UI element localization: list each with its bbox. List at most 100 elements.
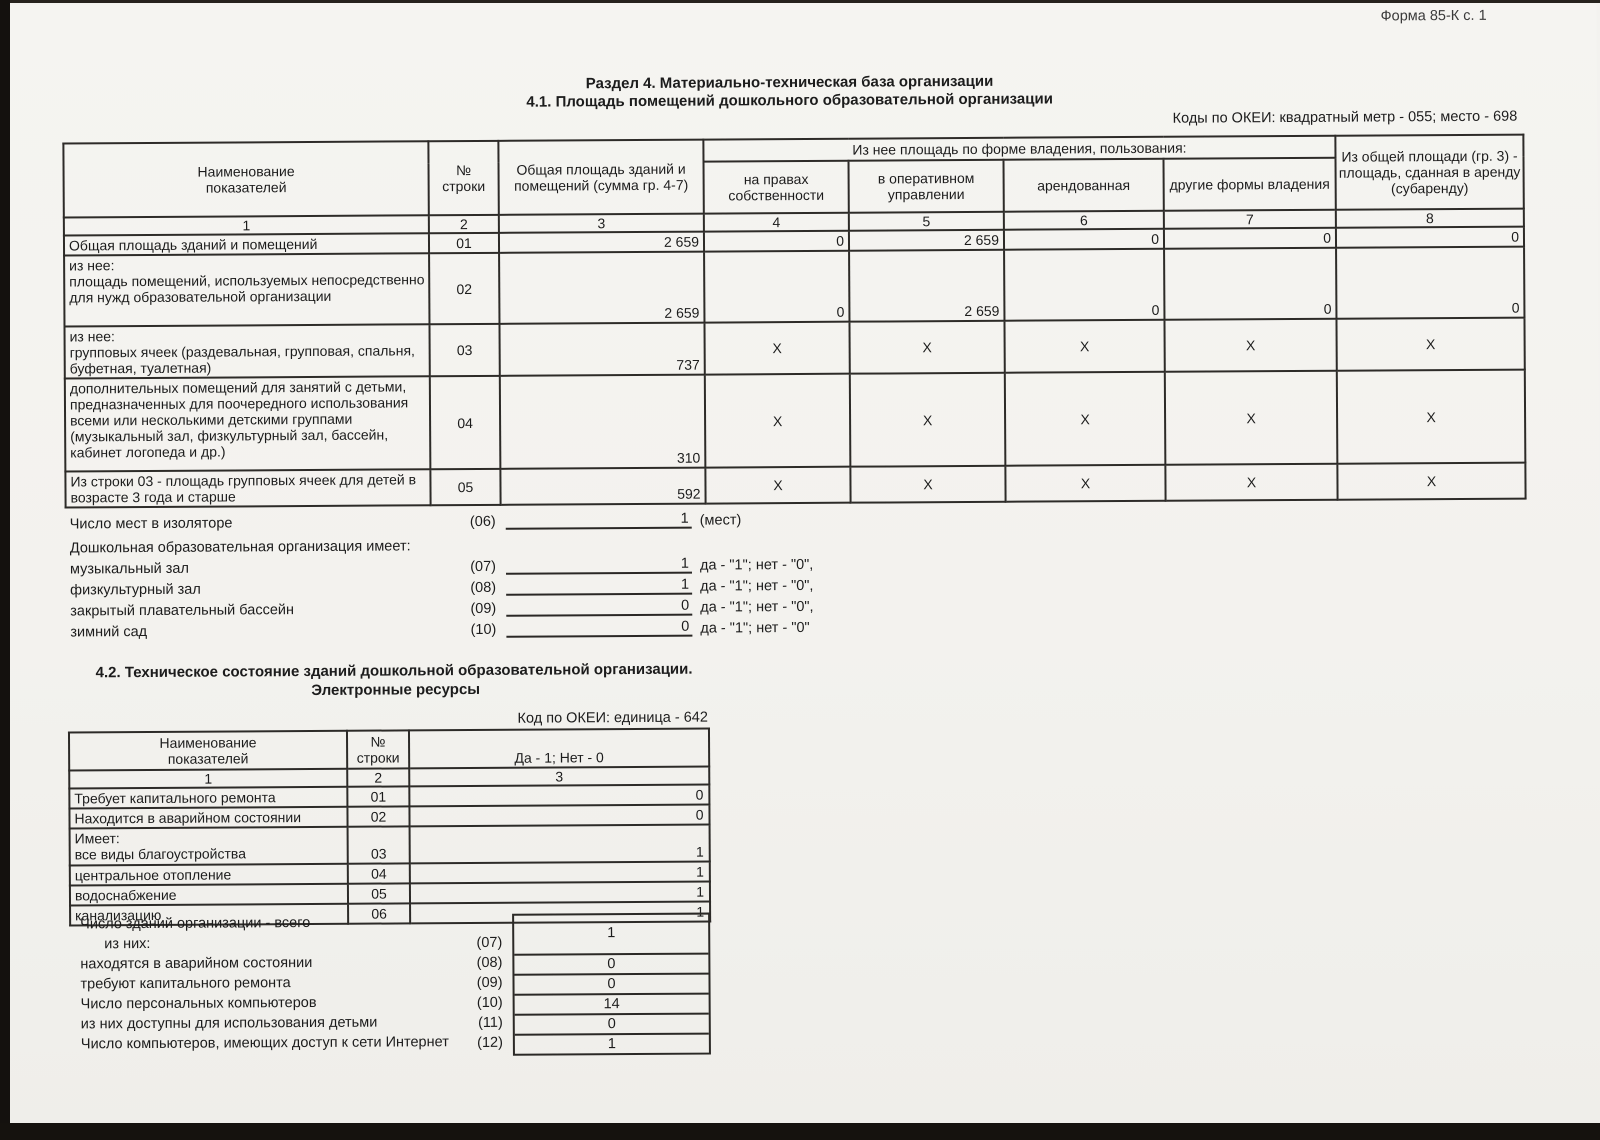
count-value-box: 14	[514, 992, 709, 1014]
cell-value: 0	[409, 784, 710, 807]
count-value-box: 0	[514, 1012, 709, 1034]
line-number: (10)	[470, 621, 497, 639]
col-header-owned: на правах собственности	[703, 160, 849, 214]
row-label: Из строки 03 - площадь групповых ячеек д…	[65, 469, 431, 508]
col-number: 5	[848, 211, 1004, 231]
counts-labels: Число зданий организации - всего из них:…	[80, 912, 511, 1055]
row-line-no: 05	[430, 468, 501, 506]
cell-value: 0	[1335, 226, 1525, 248]
cell-value: 2 659	[498, 231, 705, 253]
line-unit: (мест)	[699, 512, 742, 529]
cell-not-applicable: X	[1164, 370, 1338, 465]
row-label: центральное отопление	[69, 863, 348, 886]
count-row-08: находятся в аварийном состоянии (08)	[80, 952, 510, 975]
col-header-other-forms: другие формы владения	[1163, 157, 1336, 211]
cell-not-applicable: X	[849, 320, 1005, 374]
line-label: физкультурный зал	[70, 581, 201, 599]
count-line-number: (10)	[476, 994, 503, 1011]
line-hint: да - "1"; нет - "0",	[700, 598, 814, 616]
count-line-number: (11)	[477, 1014, 503, 1031]
count-label: находятся в аварийном состоянии	[80, 954, 313, 973]
col-header-name: Наименование показателей	[63, 141, 429, 218]
cell-not-applicable: X	[850, 465, 1006, 503]
line-label: музыкальный зал	[69, 560, 189, 578]
row-label: Имеет: все виды благоустройства	[69, 826, 348, 866]
cell-value: 0	[409, 804, 710, 827]
line-number: (08)	[470, 579, 497, 597]
row-line-no: 02	[429, 252, 500, 325]
count-label: из них доступны для использования детьми	[80, 1014, 378, 1033]
cell-value: 592	[500, 467, 706, 505]
row-label: из нее: групповых ячеек (раздевальная, г…	[64, 324, 430, 379]
col-number: 2	[428, 214, 499, 234]
row-line-no: 04	[347, 863, 410, 884]
col-number: 2	[347, 768, 410, 787]
col-header-line-no: № строки	[346, 730, 410, 769]
count-row-07: Число зданий организации - всего из них:…	[80, 912, 510, 955]
count-line-number: (08)	[476, 954, 503, 971]
row-line-no: 02	[347, 806, 410, 827]
row-label: дополнительных помещений для занятий с д…	[64, 376, 431, 472]
line-label: Дошкольная образовательная организация и…	[69, 538, 411, 557]
section-4-2-title: 4.2. Техническое состояние зданий дошкол…	[95, 660, 693, 682]
line-number: (07)	[470, 558, 497, 576]
row-line-no: 01	[428, 232, 500, 254]
col-header-operative: в оперативном управлении	[848, 159, 1004, 213]
cell-value: 2 659	[849, 249, 1005, 322]
count-row-11: из них доступны для использования детьми…	[81, 1012, 511, 1035]
line-number: (06)	[469, 513, 496, 531]
line-06-isolator-places: Число мест в изоляторе (06) 1 (мест)	[70, 508, 850, 535]
cell-value: 737	[499, 322, 705, 376]
col-number: 6	[1003, 210, 1164, 230]
count-row-10: Число персональных компьютеров (10)	[81, 992, 511, 1015]
line-label: Число мест в изоляторе	[69, 515, 233, 533]
count-row-12: Число компьютеров, имеющих доступ к сети…	[81, 1032, 511, 1055]
counts-value-boxes: 1 0 0 14 0 1	[512, 912, 711, 1056]
row-line-no: 04	[429, 375, 501, 470]
cell-value: 1	[409, 881, 711, 904]
okei-code-line: Код по ОКЕИ: единица - 642	[517, 709, 708, 727]
table-4-1-premises-area: Наименование показателей № строки Общая …	[62, 134, 1526, 509]
cell-value: 1	[409, 861, 710, 884]
col-header-line-no: № строки	[428, 140, 499, 216]
row-label: Находится в аварийном состоянии	[69, 806, 348, 829]
cell-not-applicable: X	[1336, 317, 1525, 371]
scan-border-left	[0, 0, 10, 1140]
table-4-2-technical-state: Наименование показателей № строки Да - 1…	[68, 728, 711, 927]
count-label: Число персональных компьютеров	[80, 994, 317, 1013]
table-row: Из строки 03 - площадь групповых ячеек д…	[65, 462, 1526, 508]
col-number: 3	[409, 766, 710, 787]
col-header-total-area: Общая площадь зданий и помещений (сумма …	[498, 139, 704, 215]
cell-not-applicable: X	[1004, 319, 1165, 373]
cell-not-applicable: X	[704, 373, 851, 468]
line-value-underline: 0	[506, 597, 693, 617]
col-number: 8	[1335, 208, 1524, 228]
col-header-leased-out: Из общей площади (гр. 3) - площадь, сдан…	[1335, 134, 1524, 210]
count-line-number: (12)	[477, 1034, 503, 1051]
count-label: Число зданий организации - всего	[80, 914, 311, 933]
table-row: Имеет: все виды благоустройства 03 1	[69, 824, 710, 866]
col-header-name: Наименование показателей	[68, 730, 348, 771]
cell-value: 2 659	[499, 251, 705, 324]
cell-value: 0	[1336, 246, 1525, 319]
row-label: из нее: площадь помещений, используемых …	[64, 253, 430, 327]
form-reference: Форма 85-К с. 1	[1380, 7, 1487, 25]
count-value-box: 0	[514, 972, 709, 994]
line-hint: да - "1"; нет - "0"	[700, 619, 810, 637]
cell-not-applicable: X	[1336, 369, 1526, 464]
line-value-underline: 1	[505, 510, 692, 530]
line-label: закрытый плавательный бассейн	[70, 602, 295, 620]
count-line-number: (07)	[476, 934, 503, 951]
row-line-no: 05	[347, 883, 411, 904]
row-label: Требует капитального ремонта	[69, 786, 348, 809]
section-4-2-subtitle: Электронные ресурсы	[311, 680, 481, 699]
line-hint: да - "1"; нет - "0",	[699, 556, 814, 574]
cell-value: 0	[1163, 227, 1337, 249]
line-value-underline: 0	[506, 618, 693, 638]
scan-border-top	[0, 0, 1600, 3]
line-label: зимний сад	[70, 623, 148, 641]
count-sublabel: из них:	[104, 935, 151, 953]
row-line-no: 03	[429, 323, 500, 377]
cell-value: 1	[409, 824, 710, 864]
